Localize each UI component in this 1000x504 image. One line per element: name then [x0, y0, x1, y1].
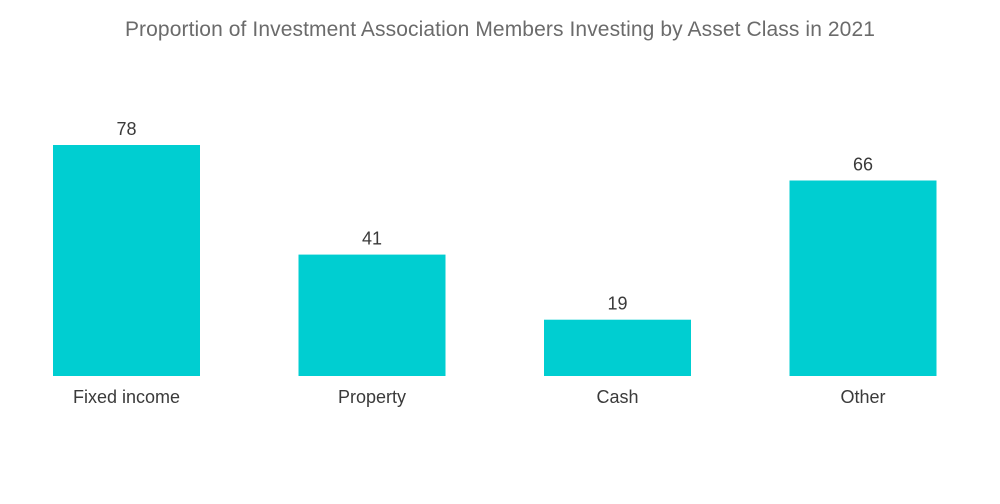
value-label-cash: 19 — [607, 294, 627, 314]
value-label-fixed-income: 78 — [116, 119, 136, 139]
value-label-other: 66 — [853, 155, 873, 175]
bar-other — [789, 180, 937, 376]
chart-title: Proportion of Investment Association Mem… — [124, 18, 876, 41]
category-label-cash: Cash — [596, 387, 638, 407]
category-label-fixed-income: Fixed income — [73, 387, 180, 407]
category-labels-group: Fixed income Property Cash Other — [73, 387, 886, 407]
value-labels-group: 78 41 19 66 — [116, 119, 873, 314]
category-label-other: Other — [840, 387, 885, 407]
bars-group — [53, 145, 937, 376]
bar-fixed-income — [53, 145, 200, 376]
bar-cash — [544, 319, 691, 376]
value-label-property: 41 — [362, 229, 382, 249]
bar-property — [298, 254, 446, 376]
category-label-property: Property — [338, 387, 406, 407]
